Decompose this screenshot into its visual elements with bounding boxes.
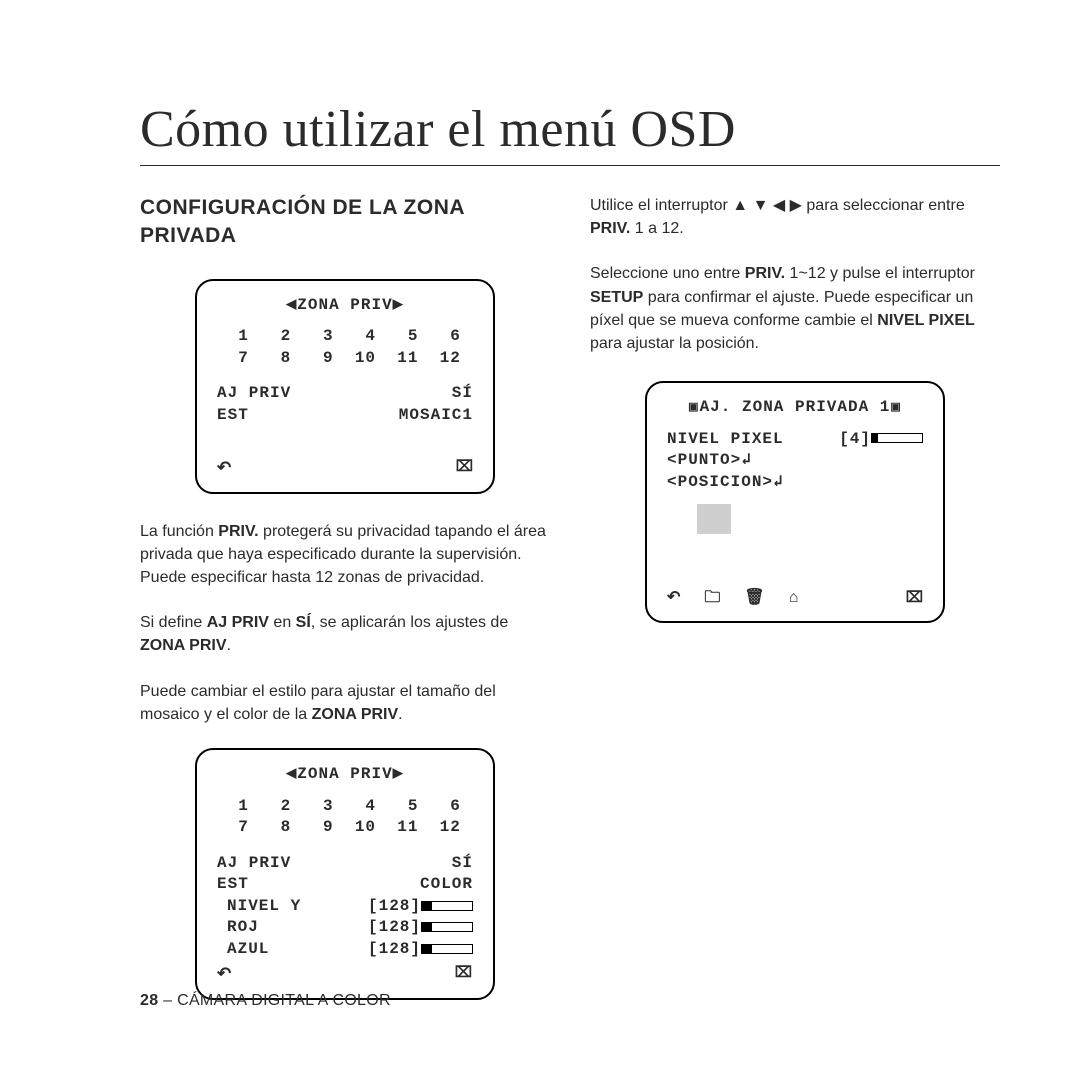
osd-zona-priv-1: ◀ZONA PRIV▶ 1 2 3 4 5 6 7 8 9 10 11 12 A…: [195, 279, 495, 494]
osd2-title: ZONA PRIV: [297, 765, 392, 783]
page-footer: 28 – CÁMARA DIGITAL A COLOR: [140, 992, 391, 1010]
osd2-nively-label: NIVEL Y: [227, 896, 301, 918]
osd2-azul-value: [128]: [368, 939, 473, 961]
osd2-azul-label: AZUL: [227, 939, 269, 961]
osd3-nivelpixel-label: NIVEL PIXEL: [667, 429, 784, 451]
section-heading: CONFIGURACIÓN DE LA ZONA PRIVADA: [140, 194, 550, 251]
right-column: Utilice el interruptor ▲ ▼ ◀ ▶ para sele…: [590, 194, 1000, 1000]
osd2-est-row: EST COLOR: [217, 874, 473, 896]
home-icon: ⌂: [789, 587, 799, 609]
osd3-title-row: ▣AJ. ZONA PRIVADA 1▣: [667, 397, 923, 419]
osd-aj-zona-privada: ▣AJ. ZONA PRIVADA 1▣ NIVEL PIXEL [4] <PU…: [645, 381, 945, 623]
osd3-nivelpixel-value: [4]: [839, 429, 923, 451]
close-icon: ⌧: [455, 963, 473, 986]
up-arrow-icon: ▲: [732, 194, 748, 217]
osd2-roj-row: ROJ [128]: [217, 917, 473, 939]
osd1-ajpriv-label: AJ PRIV: [217, 383, 291, 405]
osd2-ajpriv-row: AJ PRIV SÍ: [217, 853, 473, 875]
osd2-est-value: COLOR: [420, 874, 473, 896]
osd3-punto-row: <PUNTO>↲: [667, 450, 923, 472]
osd2-roj-label: ROJ: [227, 917, 259, 939]
osd3-punto-label: <PUNTO>↲: [667, 450, 752, 472]
enter-icon: ↲: [773, 473, 784, 491]
osd3-posicion-row: <POSICION>↲: [667, 472, 923, 494]
paragraph-1: La función PRIV. protegerá su privacidad…: [140, 520, 550, 590]
osd3-preview: [667, 494, 923, 542]
left-column: CONFIGURACIÓN DE LA ZONA PRIVADA ◀ZONA P…: [140, 194, 550, 1000]
preview-square: [697, 504, 731, 534]
close-icon: ⌧: [906, 588, 923, 608]
osd2-title-row: ◀ZONA PRIV▶: [217, 764, 473, 786]
slider-icon: [421, 901, 473, 911]
osd2-est-label: EST: [217, 874, 249, 896]
left-arrow-icon: ◀: [286, 296, 297, 311]
slider-icon: [871, 433, 923, 443]
osd-zona-priv-2: ◀ZONA PRIV▶ 1 2 3 4 5 6 7 8 9 10 11 12 A…: [195, 748, 495, 1000]
osd1-title: ZONA PRIV: [297, 296, 392, 314]
right-arrow-icon: ▶: [790, 194, 802, 217]
osd1-est-label: EST: [217, 405, 249, 427]
down-arrow-icon: ▼: [753, 194, 769, 217]
left-arrow-icon: ◀: [286, 765, 297, 780]
osd3-posicion-label: <POSICION>↲: [667, 472, 784, 494]
right-paragraph-2: Seleccione uno entre PRIV. 1~12 y pulse …: [590, 262, 1000, 355]
page-title: Cómo utilizar el menú OSD: [140, 100, 1000, 166]
osd3-foot: ↶ 🗀 🗑 ⌂ ⌧: [667, 587, 923, 609]
paragraph-2: Si define AJ PRIV en SÍ, se aplicarán lo…: [140, 611, 550, 657]
slider-icon: [421, 922, 473, 932]
osd2-row2: 7 8 9 10 11 12: [217, 818, 461, 836]
osd1-ajpriv-value: SÍ: [452, 383, 473, 405]
back-icon: ↶: [217, 457, 231, 480]
right-arrow-icon: ▶: [393, 765, 404, 780]
osd1-est-value: MOSAIC1: [399, 405, 473, 427]
osd2-roj-value: [128]: [368, 917, 473, 939]
osd3-nivelpixel-row: NIVEL PIXEL [4]: [667, 429, 923, 451]
close-icon: ⌧: [456, 457, 473, 480]
back-icon: ↶: [217, 963, 232, 986]
osd1-foot: ↶ ⌧: [217, 457, 473, 480]
back-icon: ↶: [667, 587, 680, 609]
enter-icon: ↲: [741, 451, 752, 469]
trash-icon: 🗑: [744, 587, 764, 609]
paragraph-3: Puede cambiar el estilo para ajustar el …: [140, 680, 550, 726]
save-icon: 🗀: [704, 587, 720, 609]
osd1-grid: 1 2 3 4 5 6 7 8 9 10 11 12: [217, 326, 473, 369]
osd2-nively-value: [128]: [368, 896, 473, 918]
slider-icon: [421, 944, 473, 954]
osd1-title-row: ◀ZONA PRIV▶: [217, 295, 473, 317]
osd2-azul-row: AZUL [128]: [217, 939, 473, 961]
osd2-row1: 1 2 3 4 5 6: [217, 797, 461, 815]
osd1-ajpriv-row: AJ PRIV SÍ: [217, 383, 473, 405]
right-arrow-icon: ▶: [393, 296, 404, 311]
osd3-title: AJ. ZONA PRIVADA 1: [700, 398, 891, 416]
osd2-nively-row: NIVEL Y [128]: [217, 896, 473, 918]
square-stop-icon: ▣: [890, 401, 901, 413]
osd1-row1: 1 2 3 4 5 6: [217, 327, 461, 345]
osd2-ajpriv-value: SÍ: [452, 853, 473, 875]
right-paragraph-1: Utilice el interruptor ▲ ▼ ◀ ▶ para sele…: [590, 194, 1000, 240]
osd2-ajpriv-label: AJ PRIV: [217, 853, 291, 875]
square-stop-icon: ▣: [688, 401, 699, 413]
osd1-est-row: EST MOSAIC1: [217, 405, 473, 427]
osd2-foot: ↶ ⌧: [217, 963, 473, 986]
osd1-row2: 7 8 9 10 11 12: [217, 349, 461, 367]
osd2-grid: 1 2 3 4 5 6 7 8 9 10 11 12: [217, 796, 473, 839]
left-arrow-icon: ◀: [773, 194, 785, 217]
